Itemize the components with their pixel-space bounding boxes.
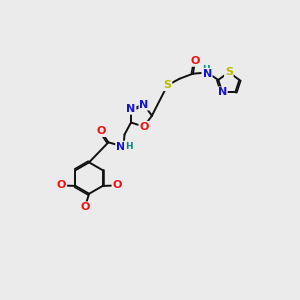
Text: N: N <box>116 142 125 152</box>
Text: O: O <box>139 122 148 132</box>
Text: H: H <box>202 65 210 74</box>
Text: O: O <box>96 126 106 136</box>
Text: S: S <box>225 67 233 77</box>
Text: N: N <box>218 87 227 97</box>
Text: O: O <box>57 181 66 190</box>
Text: S: S <box>164 80 172 90</box>
Text: N: N <box>139 100 148 110</box>
Text: N: N <box>126 104 136 114</box>
Text: N: N <box>202 69 212 79</box>
Text: O: O <box>190 56 200 66</box>
Text: O: O <box>112 181 122 190</box>
Text: H: H <box>125 142 132 151</box>
Text: O: O <box>80 202 90 212</box>
